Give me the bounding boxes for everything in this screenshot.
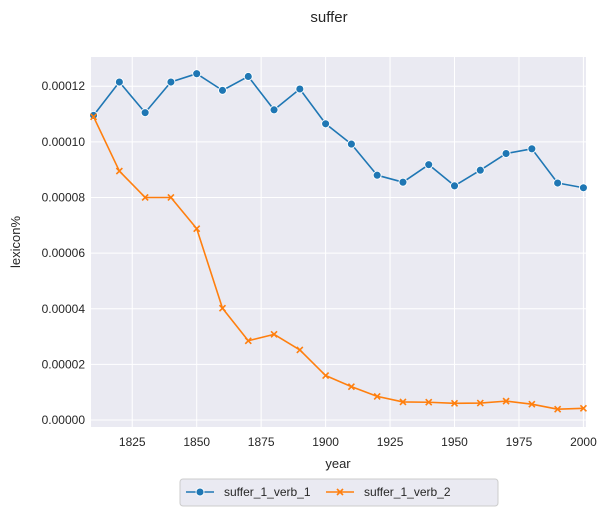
data-point xyxy=(89,110,99,120)
data-point xyxy=(243,72,253,81)
y-tick-label: 0.00012 xyxy=(42,79,86,93)
series-line xyxy=(92,72,584,189)
plot-area xyxy=(91,57,586,427)
data-point xyxy=(424,160,434,170)
data-point xyxy=(501,149,511,158)
data-point xyxy=(141,193,149,202)
data-point xyxy=(425,398,433,406)
x-tick-label: 1950 xyxy=(441,435,468,449)
data-point xyxy=(450,181,459,191)
data-point xyxy=(322,371,330,380)
data-point xyxy=(476,399,484,407)
data-point xyxy=(244,337,252,345)
data-point xyxy=(554,405,562,413)
x-tick-label: 2000 xyxy=(570,435,597,449)
legend-marker xyxy=(336,488,344,496)
data-point xyxy=(90,113,98,121)
data-point xyxy=(553,178,563,188)
data-point xyxy=(475,165,485,175)
data-point xyxy=(373,392,381,400)
y-tick-label: 0.00000 xyxy=(42,413,86,427)
data-point xyxy=(450,399,459,407)
data-point xyxy=(321,119,331,129)
series-layer xyxy=(89,69,588,413)
series-suffer_1_verb_1 xyxy=(89,69,588,193)
data-point xyxy=(399,398,407,406)
data-point xyxy=(192,69,202,79)
data-point xyxy=(218,304,227,312)
y-tick-label: 0.00002 xyxy=(42,357,86,371)
legend-label: suffer_1_verb_1 xyxy=(224,485,311,499)
data-point xyxy=(270,330,278,338)
data-point xyxy=(346,139,356,149)
data-point xyxy=(166,77,176,87)
data-point xyxy=(578,183,588,193)
data-point xyxy=(193,225,201,233)
legend-label: suffer_1_verb_2 xyxy=(364,485,451,499)
data-point xyxy=(527,144,537,154)
x-tick-label: 1875 xyxy=(248,435,275,449)
data-point xyxy=(167,193,175,202)
y-tick-label: 0.00010 xyxy=(42,135,86,149)
x-tick-label: 1850 xyxy=(183,435,210,449)
y-tick-label: 0.00004 xyxy=(42,302,86,316)
series-line xyxy=(92,116,584,411)
chart-title: suffer xyxy=(310,9,347,26)
data-point xyxy=(269,105,279,115)
data-point xyxy=(295,84,305,94)
data-point xyxy=(115,167,123,175)
legend-entry: suffer_1_verb_1 xyxy=(186,485,311,499)
y-axis-ticks: 0.00000 0.00002 0.00004 0.00006 0.00008 0.000… xyxy=(42,79,86,427)
data-point xyxy=(347,383,355,391)
x-tick-label: 1900 xyxy=(312,435,339,449)
x-axis-label: year xyxy=(325,456,351,471)
data-point xyxy=(140,108,150,118)
series-suffer_1_verb_2 xyxy=(90,113,587,413)
x-axis-ticks: 1825 1850 1875 1900 1925 1950 1975 2000 xyxy=(119,435,597,449)
grid-lines xyxy=(91,57,586,427)
data-point xyxy=(502,397,510,405)
data-point xyxy=(372,170,382,180)
data-point xyxy=(579,404,587,412)
y-tick-label: 0.00006 xyxy=(42,246,86,260)
y-axis-label: lexicon% xyxy=(8,216,23,268)
legend-entry: suffer_1_verb_2 xyxy=(326,485,451,499)
data-point xyxy=(218,85,227,95)
x-tick-label: 1925 xyxy=(377,435,404,449)
data-point xyxy=(296,346,304,354)
legend-marker xyxy=(195,487,205,497)
data-point xyxy=(528,400,536,408)
y-tick-label: 0.00008 xyxy=(42,190,86,204)
x-tick-label: 1825 xyxy=(119,435,146,449)
x-tick-label: 1975 xyxy=(506,435,533,449)
legend: suffer_1_verb_1 suffer_1_verb_2 xyxy=(179,478,499,507)
data-point xyxy=(398,177,408,187)
data-point xyxy=(114,77,124,87)
